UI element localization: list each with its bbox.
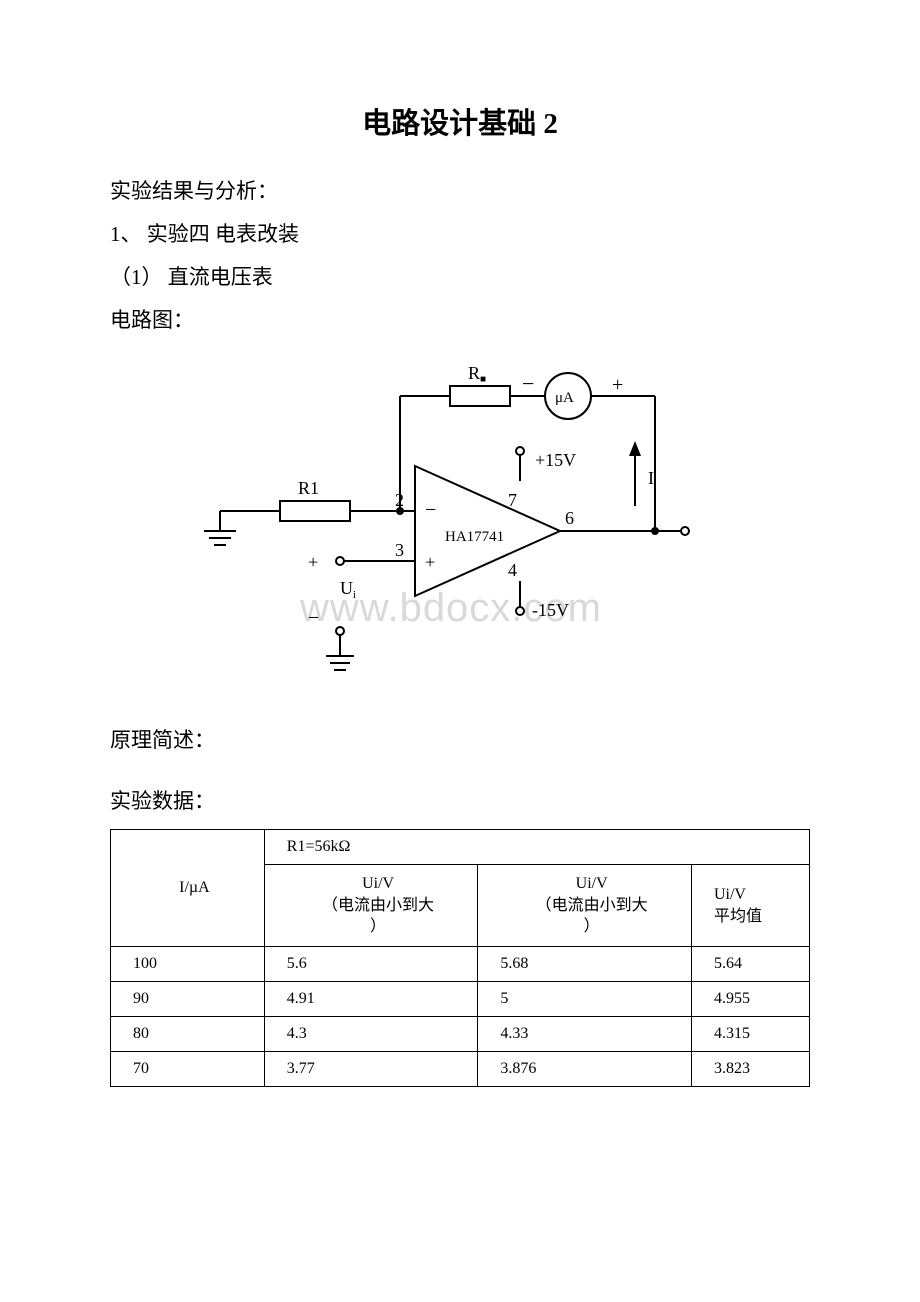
label-ui-plus: + (308, 552, 318, 572)
label-pin2: 2 (395, 490, 404, 510)
col-header-r1: R1=56kΩ (264, 830, 809, 865)
table-row: 100 5.6 5.68 5.64 (111, 947, 810, 982)
col-header-up: Ui/V （电流由小到大 ） (264, 865, 478, 947)
cell-i: 100 (111, 947, 265, 982)
cell-dn: 5.68 (478, 947, 692, 982)
intro-line-3: （1） 直流电压表 (110, 256, 810, 299)
intro-line-6: 实验数据： (110, 780, 810, 823)
circuit-diagram: R1 R■ − + μA +15V -15V I HA17741 2 3 7 4… (190, 356, 690, 696)
cell-i: 90 (111, 982, 265, 1017)
cell-avg: 4.955 (691, 982, 809, 1017)
label-rm-minus: − (522, 371, 534, 396)
cell-avg: 5.64 (691, 947, 809, 982)
cell-avg: 4.315 (691, 1017, 809, 1052)
cell-i: 80 (111, 1017, 265, 1052)
table-row: 90 4.91 5 4.955 (111, 982, 810, 1017)
col-header-i: I/µA (111, 830, 265, 947)
intro-line-5: 原理简述： (110, 719, 810, 762)
cell-up: 3.77 (264, 1052, 478, 1087)
intro-line-1: 实验结果与分析： (110, 170, 810, 213)
label-pin4: 4 (508, 560, 517, 580)
cell-avg: 3.823 (691, 1052, 809, 1087)
label-pin3: 3 (395, 540, 404, 560)
col-header-avg: Ui/V 平均值 (691, 865, 809, 947)
table-row: 80 4.3 4.33 4.315 (111, 1017, 810, 1052)
label-minus15: -15V (532, 600, 569, 620)
label-pin7: 7 (508, 490, 517, 510)
cell-up: 4.3 (264, 1017, 478, 1052)
cell-i: 70 (111, 1052, 265, 1087)
label-r1: R1 (298, 478, 319, 498)
label-rm-plus: + (612, 374, 623, 396)
cell-up: 4.91 (264, 982, 478, 1017)
intro-line-4: 电路图： (110, 299, 810, 342)
label-ui: Ui (340, 578, 356, 601)
label-pin6: 6 (565, 508, 574, 528)
label-chip: HA17741 (445, 529, 504, 545)
col-header-dn: Ui/V （电流由小到大 ） (478, 865, 692, 947)
label-plus15: +15V (535, 450, 576, 470)
page-title: 电路设计基础 2 (110, 100, 810, 142)
cell-dn: 5 (478, 982, 692, 1017)
label-current-i: I (648, 468, 654, 488)
data-table: I/µA R1=56kΩ Ui/V （电流由小到大 ） Ui/V （电流由小到大… (110, 829, 810, 1087)
label-rm: R■ (468, 363, 486, 385)
label-meter: μA (555, 390, 574, 406)
cell-up: 5.6 (264, 947, 478, 982)
cell-dn: 4.33 (478, 1017, 692, 1052)
label-opamp-plus: + (425, 552, 435, 572)
label-ui-minus: − (308, 607, 319, 629)
cell-dn: 3.876 (478, 1052, 692, 1087)
label-opamp-minus: − (425, 499, 436, 521)
intro-line-2: 1、 实验四 电表改装 (110, 213, 810, 256)
table-row: 70 3.77 3.876 3.823 (111, 1052, 810, 1087)
